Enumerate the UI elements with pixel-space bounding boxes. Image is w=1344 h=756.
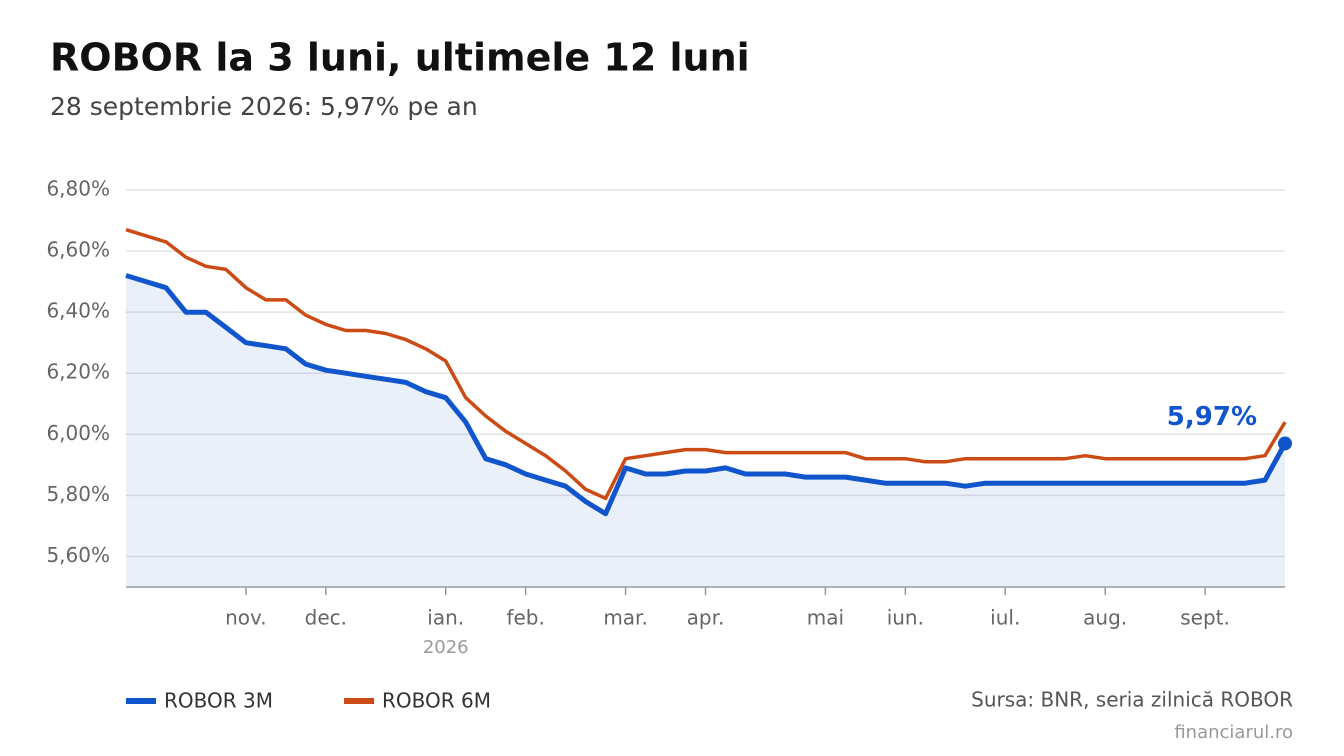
source: Sursa: BNR, seria zilnică ROBOR	[971, 688, 1293, 712]
chart-subtitle: 28 septembrie 2026: 5,97% pe an	[50, 92, 478, 121]
x-tick-label: ian.	[427, 606, 464, 630]
x-tick-label: sept.	[1180, 606, 1230, 630]
annotation: 5,97%	[1167, 402, 1257, 432]
y-tick-label: 6,20%	[46, 360, 110, 384]
x-tick-label: aug.	[1083, 606, 1127, 630]
chart-title: ROBOR la 3 luni, ultimele 12 luni	[50, 36, 750, 80]
x-tick-label: iun.	[887, 606, 924, 630]
line	[125, 228, 1287, 501]
x-tick-label: mar.	[603, 606, 647, 630]
end-dot	[1278, 436, 1292, 451]
area	[126, 275, 1285, 587]
x-tick-label: feb.	[506, 606, 544, 630]
credit: financiarul.ro	[1174, 722, 1293, 743]
legend-label: ROBOR 6M	[382, 689, 491, 713]
y-tick-label: 6,00%	[46, 421, 110, 445]
y-tick-label: 6,40%	[46, 299, 110, 323]
legend-label: ROBOR 3M	[164, 689, 273, 713]
x-tick-label: mai	[807, 606, 844, 630]
line	[125, 273, 1288, 517]
y-tick-label: 5,80%	[46, 482, 110, 506]
x-tick-label: dec.	[305, 606, 347, 630]
legend-swatch	[126, 698, 156, 704]
x-tick-label: apr.	[687, 606, 725, 630]
x-tick-label: iul.	[990, 606, 1020, 630]
y-tick-label: 6,60%	[46, 238, 110, 262]
legend-swatch	[344, 698, 374, 704]
year-label: 2026	[423, 637, 469, 658]
y-tick-label: 6,80%	[46, 177, 110, 201]
x-tick-label: nov.	[225, 606, 267, 630]
y-tick-label: 5,60%	[46, 543, 110, 567]
